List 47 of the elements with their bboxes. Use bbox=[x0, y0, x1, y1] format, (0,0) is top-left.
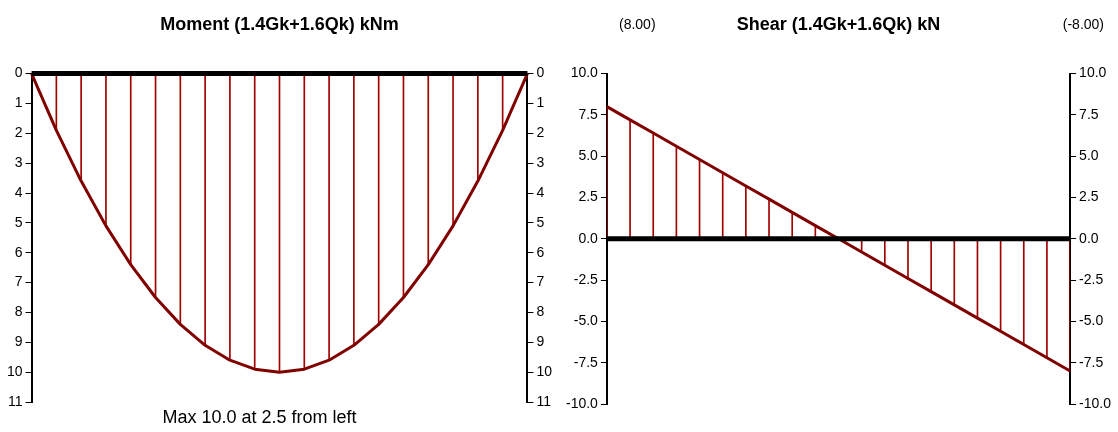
y2-tick-label: 2 bbox=[536, 124, 545, 141]
y-tick-label: -5.0 bbox=[573, 312, 599, 329]
y2-tick-label: 8 bbox=[536, 303, 545, 320]
chart-title: Moment (1.4Gk+1.6Qk) kNm bbox=[160, 13, 399, 34]
y2-tick-label: 1 bbox=[536, 94, 545, 111]
y-tick-label: 6 bbox=[14, 243, 23, 260]
y2-tick-label: 4 bbox=[536, 183, 545, 200]
text: (8.00) bbox=[619, 15, 656, 32]
y-tick-label: 5.0 bbox=[578, 147, 599, 164]
y-tick-label: 11 bbox=[8, 392, 23, 409]
y2-tick-label: 9 bbox=[536, 333, 545, 350]
y2-tick-label: 11 bbox=[536, 392, 552, 409]
y-tick-label: 9 bbox=[14, 333, 23, 350]
y2-tick-label: 10.0 bbox=[1079, 64, 1107, 81]
y-tick-label: 3 bbox=[14, 154, 23, 171]
y2-tick-label: 7.5 bbox=[1079, 105, 1099, 122]
text: Max 10.0 at 2.5 from left bbox=[162, 406, 357, 427]
y2-tick-label: -2.5 bbox=[1079, 270, 1104, 287]
y-tick-label: 2 bbox=[14, 124, 23, 141]
y-tick-label: 5 bbox=[14, 213, 23, 230]
y2-tick-label: 0 bbox=[536, 64, 545, 81]
y-tick-label: 10.0 bbox=[570, 64, 599, 81]
y2-tick-label: -5.0 bbox=[1079, 312, 1104, 329]
y2-tick-label: 6 bbox=[536, 243, 545, 260]
y2-tick-label: 10 bbox=[536, 363, 553, 379]
y-tick-label: -2.5 bbox=[573, 270, 599, 287]
chart-title: Shear (1.4Gk+1.6Qk) kN bbox=[736, 13, 941, 34]
y-tick-label: -7.5 bbox=[573, 353, 599, 370]
y-tick-label: 0 bbox=[14, 64, 23, 81]
y-tick-label: 10 bbox=[6, 363, 23, 379]
y-tick-label: 4 bbox=[14, 183, 23, 200]
y2-tick-label: -10.0 bbox=[1079, 394, 1112, 411]
y2-tick-label: 0.0 bbox=[1079, 229, 1099, 246]
y-tick-label: 8 bbox=[14, 303, 23, 320]
y2-tick-label: 5 bbox=[536, 213, 545, 230]
y-tick-label: 7.5 bbox=[578, 105, 599, 122]
y-tick-label: 0.0 bbox=[578, 229, 599, 246]
y-tick-label: 2.5 bbox=[578, 188, 599, 205]
text: (-8.00) bbox=[1062, 15, 1104, 32]
y-tick-label: 1 bbox=[14, 94, 23, 111]
y-tick-label: 7 bbox=[14, 273, 23, 290]
y2-tick-label: -7.5 bbox=[1079, 353, 1104, 370]
y-tick-label: -10.0 bbox=[565, 394, 599, 411]
y2-tick-label: 2.5 bbox=[1079, 188, 1099, 205]
y2-tick-label: 7 bbox=[536, 273, 545, 290]
y2-tick-label: 5.0 bbox=[1079, 147, 1099, 164]
y2-tick-label: 3 bbox=[536, 154, 545, 171]
